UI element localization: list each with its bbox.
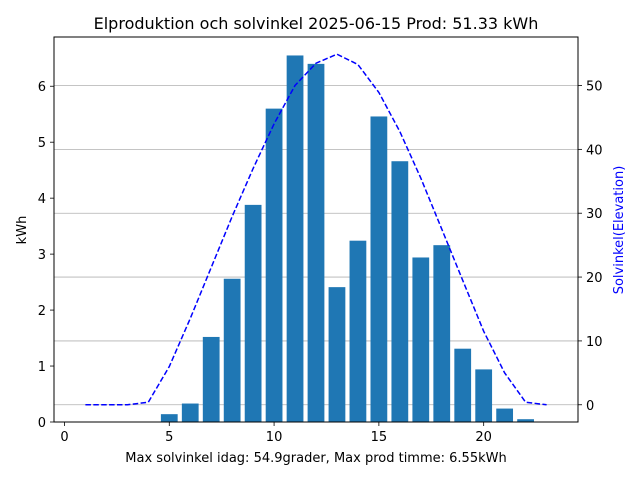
x-tick-label: 5 [165, 430, 173, 445]
elevation-series [85, 53, 547, 406]
y-right-tick-label: 20 [586, 271, 603, 286]
bar-hour-14 [349, 240, 367, 422]
y-right-tick-label: 0 [586, 399, 594, 414]
bar-hour-16 [391, 161, 409, 422]
bar-hour-19 [454, 348, 472, 422]
y-axis-right-label: Solvinkel(Elevation) [612, 166, 627, 295]
plot-frame [53, 36, 579, 423]
y-tick-label: 5 [38, 136, 46, 151]
bar-series [160, 55, 534, 423]
bar-hour-12 [307, 63, 325, 422]
bar-hour-21 [496, 408, 514, 422]
bar-hour-9 [244, 204, 262, 422]
bar-hour-8 [223, 278, 241, 422]
bar-hour-5 [160, 414, 178, 422]
y-right-tick-label: 50 [586, 80, 603, 95]
y-axis-label: kWh [15, 216, 30, 245]
bar-hour-17 [412, 257, 430, 422]
y-axis-left-ticks: 0 1 2 3 4 5 6 [38, 80, 54, 431]
elevation-line [85, 53, 547, 406]
y-tick-label: 3 [38, 248, 46, 263]
x-axis-ticks: 0 5 10 15 20 [60, 422, 492, 445]
x-tick-label: 20 [475, 430, 492, 445]
y-tick-label: 6 [38, 80, 46, 95]
bar-hour-18 [433, 245, 451, 422]
y-tick-label: 0 [38, 416, 46, 431]
x-axis-label: Max solvinkel idag: 54.9grader, Max prod… [125, 451, 506, 466]
y-right-tick-label: 40 [586, 143, 603, 158]
x-tick-label: 10 [266, 430, 283, 445]
y-right-tick-label: 30 [586, 207, 603, 222]
bar-hour-7 [202, 336, 220, 422]
bar-hour-20 [475, 369, 493, 422]
bar-hour-10 [265, 108, 283, 423]
bar-hour-15 [370, 116, 388, 422]
y-tick-label: 1 [38, 360, 46, 375]
bar-hour-13 [328, 287, 346, 422]
bar-hour-22 [517, 419, 534, 422]
y-tick-label: 4 [38, 192, 46, 207]
y-right-tick-label: 10 [586, 335, 603, 350]
chart-title: Elproduktion och solvinkel 2025-06-15 Pr… [94, 14, 539, 33]
x-tick-label: 15 [371, 430, 388, 445]
y-tick-label: 2 [38, 304, 46, 319]
bar-hour-6 [181, 403, 199, 422]
bar-hour-11 [286, 55, 304, 423]
y-axis-right-ticks: 0 10 20 30 40 50 [578, 80, 603, 414]
x-tick-label: 0 [60, 430, 68, 445]
